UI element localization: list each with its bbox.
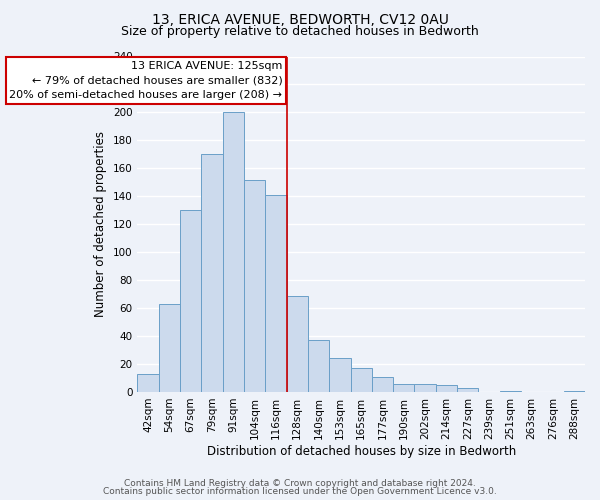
Bar: [265, 195, 287, 392]
Bar: [350, 368, 372, 392]
Bar: [329, 358, 350, 392]
Bar: [372, 376, 393, 392]
Bar: [287, 296, 308, 392]
Bar: [500, 390, 521, 392]
Bar: [244, 180, 265, 392]
Bar: [308, 340, 329, 392]
Bar: [563, 390, 585, 392]
Bar: [159, 304, 180, 392]
Bar: [223, 112, 244, 392]
Bar: [202, 154, 223, 392]
Text: Contains public sector information licensed under the Open Government Licence v3: Contains public sector information licen…: [103, 487, 497, 496]
Bar: [436, 385, 457, 392]
X-axis label: Distribution of detached houses by size in Bedworth: Distribution of detached houses by size …: [206, 444, 516, 458]
Text: Contains HM Land Registry data © Crown copyright and database right 2024.: Contains HM Land Registry data © Crown c…: [124, 478, 476, 488]
Bar: [137, 374, 159, 392]
Text: 13 ERICA AVENUE: 125sqm
← 79% of detached houses are smaller (832)
20% of semi-d: 13 ERICA AVENUE: 125sqm ← 79% of detache…: [10, 60, 283, 100]
Bar: [457, 388, 478, 392]
Text: Size of property relative to detached houses in Bedworth: Size of property relative to detached ho…: [121, 25, 479, 38]
Bar: [415, 384, 436, 392]
Bar: [393, 384, 415, 392]
Bar: [180, 210, 202, 392]
Y-axis label: Number of detached properties: Number of detached properties: [94, 131, 107, 317]
Text: 13, ERICA AVENUE, BEDWORTH, CV12 0AU: 13, ERICA AVENUE, BEDWORTH, CV12 0AU: [152, 12, 448, 26]
